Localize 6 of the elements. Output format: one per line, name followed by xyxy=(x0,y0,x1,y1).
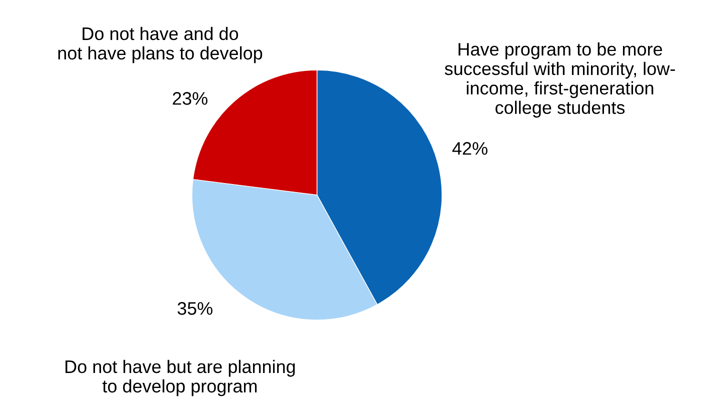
data-label: 23% xyxy=(172,92,208,105)
data-label: 35% xyxy=(178,302,212,315)
slice-label: Have program to be more successful with minority, low-income, first-generation college students xyxy=(444,42,675,118)
slice-label: Do not have and do not have plans to develop xyxy=(58,26,262,64)
data-label: 42% xyxy=(452,142,488,155)
slice-label: Do not have but are planning to develop program xyxy=(66,360,295,396)
